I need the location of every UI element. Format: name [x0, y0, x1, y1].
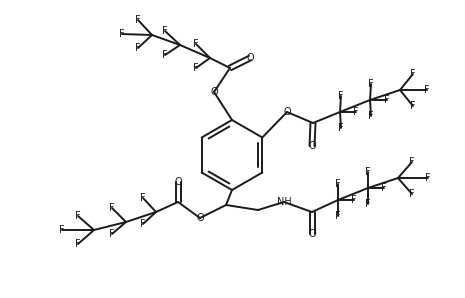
Text: F: F — [335, 179, 341, 189]
Text: F: F — [162, 26, 168, 36]
Text: F: F — [338, 123, 344, 133]
Text: F: F — [193, 39, 199, 49]
Text: F: F — [75, 239, 81, 249]
Text: F: F — [368, 111, 374, 121]
Text: F: F — [365, 167, 371, 177]
Text: F: F — [410, 101, 416, 111]
Text: F: F — [109, 229, 115, 239]
Text: F: F — [409, 189, 415, 199]
Text: F: F — [59, 225, 65, 235]
Text: F: F — [193, 63, 199, 73]
Text: F: F — [365, 199, 371, 209]
Text: F: F — [368, 79, 374, 89]
Text: F: F — [410, 69, 416, 79]
Text: F: F — [162, 50, 168, 60]
Text: F: F — [135, 43, 141, 53]
Text: O: O — [308, 229, 316, 239]
Text: F: F — [409, 157, 415, 167]
Text: O: O — [283, 107, 291, 117]
Text: F: F — [140, 193, 146, 203]
Text: F: F — [384, 95, 390, 105]
Text: F: F — [381, 183, 387, 193]
Text: O: O — [196, 213, 204, 223]
Text: F: F — [351, 195, 357, 205]
Text: F: F — [335, 211, 341, 221]
Text: F: F — [109, 203, 115, 213]
Text: F: F — [135, 15, 141, 25]
Text: O: O — [174, 177, 182, 187]
Text: F: F — [140, 219, 146, 229]
Text: F: F — [424, 85, 430, 95]
Text: O: O — [308, 141, 316, 151]
Text: F: F — [338, 91, 344, 101]
Text: F: F — [119, 29, 125, 39]
Text: F: F — [425, 173, 431, 183]
Text: O: O — [246, 53, 254, 63]
Text: F: F — [353, 107, 359, 117]
Text: F: F — [75, 211, 81, 221]
Text: O: O — [210, 87, 218, 97]
Text: NH: NH — [277, 197, 292, 207]
